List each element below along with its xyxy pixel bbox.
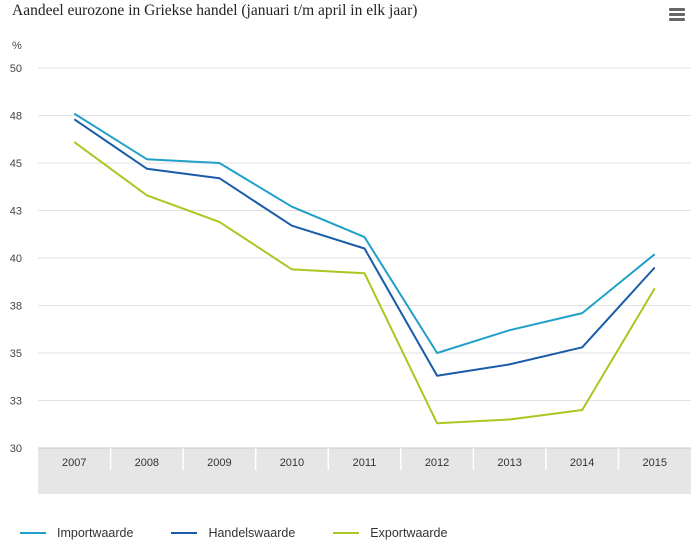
y-tick-label: 48 — [10, 111, 22, 123]
series-line-exportwaarde[interactable] — [73, 141, 656, 425]
x-tick-label: 2007 — [62, 457, 86, 469]
y-tick-label: 50 — [10, 63, 22, 75]
legend-item-handelswaarde[interactable]: Handelswaarde — [171, 526, 295, 540]
y-tick-label: 30 — [10, 443, 22, 455]
y-tick-label: 33 — [10, 396, 22, 408]
y-tick-label: 35 — [10, 348, 22, 360]
x-tick-label: 2012 — [425, 457, 449, 469]
x-tick-label: 2011 — [353, 457, 377, 469]
y-tick-label: 45 — [10, 158, 22, 170]
x-tick-label: 2008 — [135, 457, 159, 469]
y-tick-label: 43 — [10, 206, 22, 218]
legend: Importwaarde Handelswaarde Exportwaarde — [20, 526, 485, 540]
x-tick-label: 2014 — [570, 457, 594, 469]
y-tick-label: 38 — [10, 301, 22, 313]
grid-lines — [38, 67, 691, 401]
legend-swatch — [171, 532, 198, 534]
x-tick-label: 2009 — [207, 457, 231, 469]
legend-item-exportwaarde[interactable]: Exportwaarde — [333, 526, 447, 540]
y-axis-unit-label: % — [12, 40, 22, 52]
legend-label: Exportwaarde — [370, 526, 448, 540]
x-tick-label: 2013 — [497, 457, 521, 469]
series-line-importwaarde[interactable] — [73, 112, 656, 354]
y-axis: 30 33 35 38 40 43 45 48 50 — [10, 63, 22, 455]
x-tick-label: 2010 — [280, 457, 304, 469]
legend-swatch — [20, 532, 46, 534]
series-line-handelswaarde[interactable] — [73, 118, 656, 377]
chart-title: Aandeel eurozone in Griekse handel (janu… — [12, 2, 418, 19]
x-axis-band — [38, 448, 691, 494]
hamburger-menu-icon[interactable] — [669, 8, 685, 22]
y-tick-label: 40 — [10, 253, 22, 265]
legend-label: Handelswaarde — [208, 526, 296, 540]
legend-label: Importwaarde — [57, 526, 134, 540]
x-axis: 2007 2008 2009 2010 2011 2012 2013 2014 2015 — [38, 447, 691, 494]
x-tick-label: 2015 — [642, 457, 666, 469]
series-lines — [73, 112, 656, 425]
legend-swatch — [333, 532, 360, 534]
legend-item-importwaarde[interactable]: Importwaarde — [20, 526, 133, 540]
